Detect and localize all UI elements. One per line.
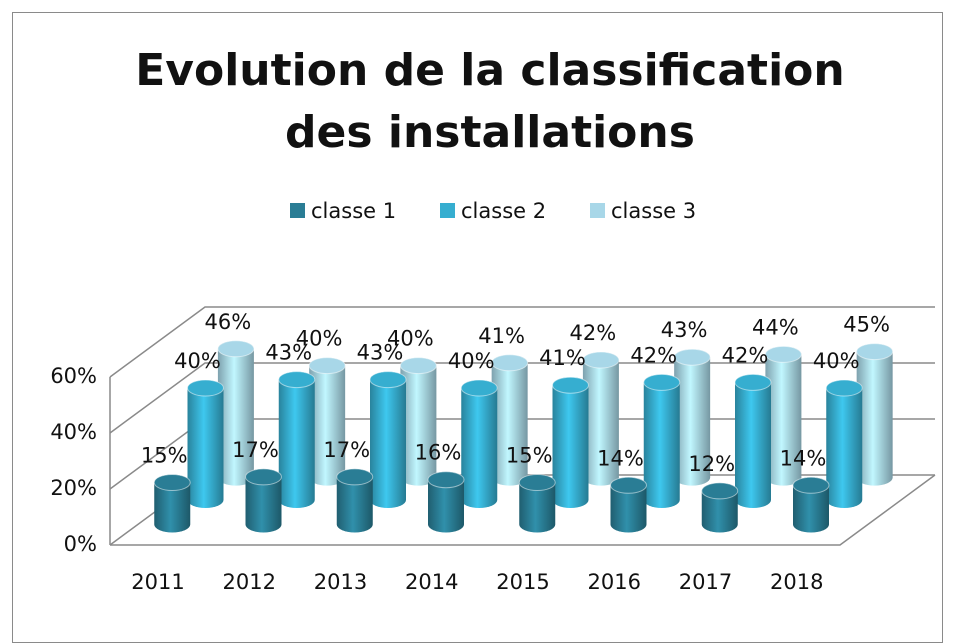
cylinder-top xyxy=(369,371,407,389)
cylinder xyxy=(245,468,282,533)
cylinder-top xyxy=(701,482,739,500)
y-tick-label: 60% xyxy=(50,364,97,388)
y-tick-label: 20% xyxy=(50,476,97,500)
legend-label: classe 1 xyxy=(311,199,396,223)
value-label: 16% xyxy=(415,441,462,465)
chart-border xyxy=(12,12,943,643)
x-tick-label: 2013 xyxy=(314,570,367,594)
grid-line xyxy=(109,306,935,378)
value-label: 40% xyxy=(448,349,495,373)
x-tick-label: 2015 xyxy=(496,570,549,594)
cylinder-top xyxy=(153,474,191,491)
value-label: 14% xyxy=(780,446,827,470)
x-tick-label: 2017 xyxy=(679,570,732,594)
value-label: 43% xyxy=(661,318,708,342)
cylinder xyxy=(336,468,373,533)
x-tick-label: 2018 xyxy=(770,570,823,594)
cylinder-top xyxy=(792,476,830,494)
cylinder-top xyxy=(582,351,620,369)
cylinder-top xyxy=(610,476,647,494)
cylinder-top xyxy=(460,379,498,397)
value-label: 17% xyxy=(232,438,279,462)
cylinder-top xyxy=(825,379,863,397)
value-label: 46% xyxy=(205,310,252,334)
cylinder xyxy=(735,374,771,508)
value-label: 17% xyxy=(323,438,370,462)
x-tick-label: 2014 xyxy=(405,570,458,594)
value-label: 45% xyxy=(843,313,890,337)
cylinder xyxy=(370,371,406,508)
x-tick-label: 2012 xyxy=(223,570,276,594)
cylinder-top xyxy=(764,345,802,363)
cylinder xyxy=(765,346,802,486)
cylinder xyxy=(400,357,437,486)
cylinder xyxy=(643,374,680,508)
value-label: 40% xyxy=(296,327,343,351)
value-label: 42% xyxy=(570,321,617,345)
chart-title: des installations xyxy=(285,107,695,158)
value-label: 40% xyxy=(813,349,860,373)
cylinder xyxy=(187,380,224,508)
cylinder xyxy=(217,340,254,486)
value-label: 43% xyxy=(265,341,312,365)
cylinder-top xyxy=(552,376,589,394)
value-label: 42% xyxy=(630,343,677,367)
cylinder-top xyxy=(518,474,556,491)
cylinder-top xyxy=(643,373,681,391)
value-label: 42% xyxy=(722,343,769,367)
cylinder-top xyxy=(217,340,255,358)
cylinder-top xyxy=(856,343,894,361)
cylinder-top xyxy=(734,373,772,391)
value-label: 12% xyxy=(688,452,735,476)
value-label: 40% xyxy=(174,349,221,373)
legend-label: classe 3 xyxy=(611,199,696,223)
y-tick-label: 40% xyxy=(50,420,97,444)
cylinder-top xyxy=(336,468,374,486)
value-label: 43% xyxy=(357,341,404,365)
cylinder-top xyxy=(187,379,224,397)
legend-swatch xyxy=(590,203,605,218)
legend-label: classe 2 xyxy=(461,199,546,223)
value-label: 40% xyxy=(387,327,434,351)
cylinder xyxy=(309,357,346,486)
cylinder-top xyxy=(399,357,437,375)
cylinder-top xyxy=(308,357,346,375)
chart-title: Evolution de la classification xyxy=(135,45,844,96)
value-label: 15% xyxy=(141,444,188,468)
value-label: 44% xyxy=(752,315,799,339)
cylinder xyxy=(491,354,528,486)
x-tick-label: 2016 xyxy=(588,570,641,594)
legend-swatch xyxy=(440,203,455,218)
cylinder-top xyxy=(427,471,465,489)
y-tick-label: 0% xyxy=(64,532,97,556)
cylinder-top xyxy=(491,354,529,372)
cylinder xyxy=(461,380,498,508)
value-label: 41% xyxy=(539,346,586,370)
floor xyxy=(110,474,936,546)
legend-swatch xyxy=(290,203,305,218)
cylinder xyxy=(856,343,893,486)
cylinder xyxy=(826,380,863,508)
cylinder xyxy=(582,352,619,486)
cylinder xyxy=(552,377,589,508)
value-label: 15% xyxy=(506,444,553,468)
cylinder-top xyxy=(278,371,316,389)
cylinder xyxy=(674,349,711,486)
cylinder-top xyxy=(245,468,282,486)
x-tick-label: 2011 xyxy=(131,570,184,594)
cylinder-top xyxy=(673,348,711,366)
cylinder xyxy=(278,371,315,508)
value-label: 14% xyxy=(597,446,644,470)
value-label: 41% xyxy=(478,324,525,348)
